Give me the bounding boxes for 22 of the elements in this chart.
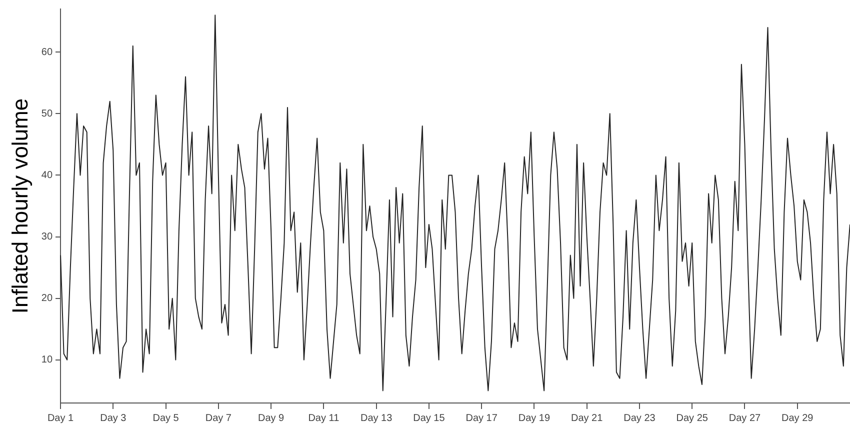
- x-tick-label: Day 11: [308, 412, 340, 424]
- y-axis-title: Inflated hourly volume: [7, 98, 32, 314]
- x-tick-label: Day 7: [205, 412, 232, 424]
- x-tick-label: Day 23: [624, 412, 656, 424]
- x-tick-label: Day 9: [258, 412, 285, 424]
- x-tick-label: Day 29: [782, 412, 814, 424]
- x-tick-label: Day 13: [360, 412, 393, 424]
- x-tick-label: Day 25: [676, 412, 708, 424]
- x-tick-label: Day 27: [728, 412, 762, 424]
- x-tick-label: Day 21: [570, 412, 604, 424]
- x-tick-label: Day 19: [518, 412, 550, 424]
- x-tick-label: Day 5: [152, 412, 180, 424]
- y-tick-label: 50: [41, 108, 53, 120]
- y-tick-label: 60: [41, 46, 53, 58]
- y-tick-label: 20: [41, 293, 53, 304]
- y-tick-label: 30: [41, 232, 53, 243]
- x-tick-label: Day 1: [47, 412, 74, 424]
- y-tick-label: 40: [41, 170, 53, 181]
- y-tick-label: 10: [41, 354, 53, 366]
- x-tick-label: Day 15: [413, 412, 446, 424]
- x-tick-label: Day 3: [100, 412, 127, 424]
- x-tick-label: Day 17: [466, 412, 498, 424]
